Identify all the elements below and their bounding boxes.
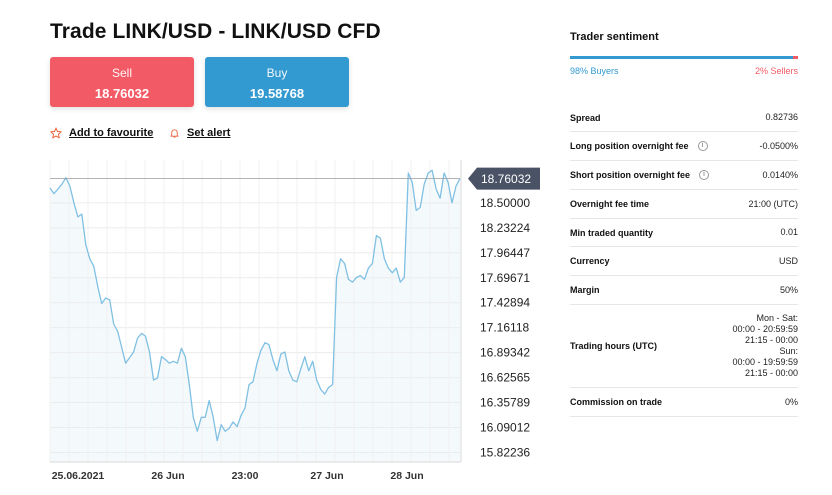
- spec-row: Margin 50%: [570, 276, 798, 305]
- bell-icon: [170, 129, 179, 138]
- price-series-line: [49, 169, 461, 442]
- spec-label-text: Trading hours (UTC): [570, 341, 657, 351]
- set-alert-link[interactable]: Set alert: [169, 127, 230, 139]
- spec-label-text: Min traded quantity: [570, 227, 653, 238]
- spec-value: Mon - Sat: 00:00 - 20:59:59 21:15 - 00:00 S…: [732, 313, 798, 379]
- spec-label-text: Short position overnight fee: [570, 170, 691, 180]
- x-tick-label: 25.06.2021: [52, 470, 105, 482]
- spec-row: Short position overnight fee i 0.0140%: [570, 161, 798, 190]
- y-tick-label: 18.23224: [480, 221, 530, 235]
- y-tick-label: 16.09012: [480, 421, 530, 435]
- sentiment-buy-fill: [570, 56, 794, 59]
- spec-value: -0.0500%: [759, 140, 798, 151]
- y-tick-label: 17.42894: [480, 296, 530, 310]
- x-tick-label: 26 Jun: [151, 470, 184, 482]
- spec-value: 0.82736: [765, 112, 798, 122]
- buy-label: Buy: [266, 66, 288, 80]
- spec-value-line: Mon - Sat:: [756, 313, 798, 323]
- spec-label-text: Spread: [570, 112, 601, 123]
- spec-row: Overnight fee time 21:00 (UTC): [570, 190, 798, 219]
- y-tick-label: 17.16118: [480, 321, 529, 335]
- spec-row: Long position overnight fee i -0.0500%: [570, 132, 798, 161]
- spec-label: Margin: [570, 285, 600, 295]
- price-chart[interactable]: 18.50000 18.23224 17.96447 17.69671 17.42894…: [45, 150, 545, 490]
- current-price-tag: [468, 167, 540, 190]
- spec-label: Currency: [570, 256, 610, 266]
- spec-label: Spread: [570, 113, 601, 123]
- star-icon: [50, 127, 62, 139]
- x-tick-label: 27 Jun: [310, 470, 343, 482]
- spec-value-line: 21:15 - 00:00: [744, 335, 798, 345]
- spec-label: Long position overnight fee i: [570, 141, 708, 151]
- spec-label-text: Currency: [570, 256, 610, 266]
- spec-value: 0.0140%: [762, 169, 798, 180]
- spec-label: Overnight fee time: [570, 199, 649, 209]
- spec-value-line: Sun:: [779, 346, 798, 356]
- y-tick-label: 16.62565: [480, 371, 530, 385]
- favourite-label: Add to favourite: [69, 127, 154, 139]
- spec-label-text: Commission on trade: [570, 397, 663, 407]
- sell-label: Sell: [111, 66, 132, 80]
- page-title: Trade LINK/USD - LINK/USD CFD: [50, 20, 381, 43]
- info-icon[interactable]: i: [699, 170, 710, 180]
- spec-label-text: Overnight fee time: [570, 199, 650, 209]
- spec-row: Min traded quantity 0.01: [570, 219, 798, 247]
- spec-label-text: Margin: [570, 285, 600, 295]
- sentiment-title: Trader sentiment: [570, 31, 659, 43]
- y-tick-label: 16.35789: [480, 396, 530, 410]
- sell-price: 18.76032: [94, 86, 150, 101]
- y-tick-label: 17.96447: [480, 246, 530, 260]
- current-price-label: 18.76032: [481, 172, 531, 186]
- x-tick-label: 28 Jun: [390, 470, 423, 482]
- x-tick-label: 23:00: [232, 470, 259, 482]
- spec-label-text: Long position overnight fee: [570, 141, 689, 151]
- spec-value: 0%: [784, 396, 798, 407]
- info-icon[interactable]: i: [697, 141, 708, 151]
- y-tick-label: 15.82236: [480, 445, 530, 459]
- spec-label: Short position overnight fee i: [570, 170, 710, 180]
- spec-value: 50%: [779, 284, 798, 295]
- sentiment-bar: [570, 56, 798, 59]
- y-tick-label: 18.50000: [480, 196, 530, 210]
- spec-value-line: 21:15 - 00:00: [744, 368, 798, 378]
- spec-value-line: 00:00 - 19:59:59: [732, 357, 798, 367]
- spec-label: Trading hours (UTC): [570, 341, 657, 351]
- sentiment-sellers: 2% Sellers: [754, 66, 798, 76]
- sell-button[interactable]: Sell 18.76032: [50, 57, 194, 107]
- spec-row: Commission on trade 0%: [570, 388, 798, 417]
- spec-value: USD: [778, 255, 798, 266]
- add-to-favourite-link[interactable]: Add to favourite: [50, 127, 153, 139]
- alert-label: Set alert: [187, 127, 231, 139]
- instrument-specs-table: Spread 0.82736 Long position overnight fee…: [570, 104, 798, 417]
- sentiment-buyers: 98% Buyers: [570, 66, 619, 76]
- buy-button[interactable]: Buy 19.58768: [205, 57, 349, 107]
- spec-value-line: 00:00 - 20:59:59: [732, 324, 798, 334]
- chart-area: [50, 170, 460, 463]
- spec-row: Currency USD: [570, 247, 798, 276]
- spec-row: Spread 0.82736: [570, 104, 798, 132]
- spec-label: Commission on trade: [570, 397, 662, 407]
- spec-label: Min traded quantity: [570, 228, 653, 238]
- buy-price: 19.58768: [249, 86, 305, 101]
- spec-value: 0.01: [780, 227, 798, 237]
- y-tick-label: 17.69671: [480, 271, 530, 285]
- spec-row: Trading hours (UTC) Mon - Sat: 00:00 - 20:…: [570, 305, 798, 388]
- spec-value: 21:00 (UTC): [748, 198, 798, 209]
- y-tick-label: 16.89342: [480, 346, 530, 360]
